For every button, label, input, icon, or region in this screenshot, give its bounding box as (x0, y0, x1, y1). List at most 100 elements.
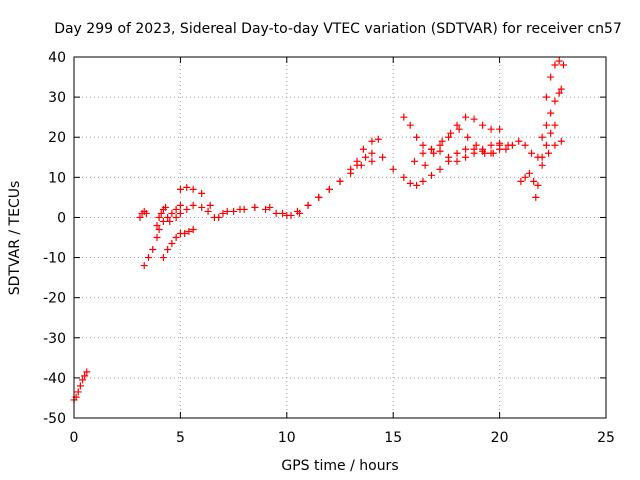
series-sat-c (153, 203, 170, 229)
data-point (81, 372, 89, 380)
data-point (368, 149, 376, 157)
series-sat-f (176, 157, 376, 221)
data-point (166, 217, 174, 225)
series-sat-a (136, 207, 150, 221)
data-point (515, 137, 523, 145)
data-point (74, 388, 82, 396)
data-point (168, 240, 176, 248)
data-point (489, 149, 497, 157)
data-point (538, 133, 546, 141)
data-point (223, 207, 231, 215)
data-point (413, 133, 421, 141)
axis-ticks: 0 5 10 15 20 25 -50 -40 -30 -20 -10 0 10 20 30 40 (43, 50, 615, 446)
series-sat-l (517, 121, 559, 201)
data-point (445, 153, 453, 161)
y-tick-label: -30 (43, 331, 66, 347)
data-point (336, 177, 344, 185)
data-point (272, 209, 280, 217)
data-point (198, 189, 206, 197)
series-sat-e (166, 135, 382, 225)
plot-frame (73, 56, 607, 419)
x-tick-label: 25 (597, 430, 615, 446)
data-point (236, 205, 244, 213)
data-point (419, 149, 427, 157)
data-point (555, 57, 563, 65)
data-point (462, 153, 470, 161)
data-point (542, 121, 550, 129)
data-point (153, 221, 161, 229)
data-point (164, 213, 172, 221)
data-point (168, 209, 176, 217)
y-tick-label: 20 (48, 130, 66, 146)
data-point (181, 229, 189, 237)
data-point (479, 145, 487, 153)
y-tick-label: -10 (43, 251, 66, 267)
y-tick-label: 30 (48, 90, 66, 106)
y-tick-label: 0 (57, 210, 66, 226)
data-point (159, 254, 167, 262)
series-sat-i (421, 125, 497, 169)
data-point (462, 145, 470, 153)
series-sat-d (159, 225, 197, 262)
data-point (447, 129, 455, 137)
data-point (545, 149, 553, 157)
series-sat-n (542, 57, 567, 101)
data-point (155, 213, 163, 221)
data-point (551, 121, 559, 129)
data-point (479, 121, 487, 129)
data-point (172, 213, 180, 221)
data-point (445, 133, 453, 141)
data-point (389, 165, 397, 173)
data-point (413, 181, 421, 189)
series-early-segment (70, 368, 91, 404)
data-point (183, 183, 191, 191)
data-point (428, 171, 436, 179)
data-point (462, 113, 470, 121)
data-point (487, 141, 495, 149)
data-point (555, 89, 563, 97)
data-point (547, 109, 555, 117)
data-point (155, 225, 163, 233)
data-point (472, 141, 480, 149)
data-point (530, 177, 538, 185)
data-point (172, 205, 180, 213)
data-point (400, 113, 408, 121)
data-point (406, 121, 414, 129)
data-point (436, 147, 444, 155)
data-point (230, 207, 238, 215)
x-tick-label: 0 (70, 430, 79, 446)
data-point (189, 185, 197, 193)
data-point (315, 193, 323, 201)
data-point (517, 177, 525, 185)
data-point (206, 201, 214, 209)
data-point (183, 205, 191, 213)
data-point (496, 125, 504, 133)
data-point (419, 141, 427, 149)
data-point (525, 169, 533, 177)
data-point (189, 225, 197, 233)
data-point (176, 209, 184, 217)
data-point (542, 93, 550, 101)
data-point (538, 153, 546, 161)
data-point (410, 157, 418, 165)
data-points (70, 57, 567, 404)
data-point (542, 141, 550, 149)
data-point (379, 153, 387, 161)
data-point (149, 246, 157, 254)
data-point (453, 157, 461, 165)
data-point (279, 209, 287, 217)
series-sat-k (496, 137, 565, 161)
data-point (470, 115, 478, 123)
data-point (142, 209, 150, 217)
data-point (464, 133, 472, 141)
data-point (419, 177, 427, 185)
data-point (189, 201, 197, 209)
data-point (557, 137, 565, 145)
data-point (551, 97, 559, 105)
data-point (157, 209, 165, 217)
data-point (79, 376, 87, 384)
data-point (406, 179, 414, 187)
data-point (400, 173, 408, 181)
data-point (557, 85, 565, 93)
